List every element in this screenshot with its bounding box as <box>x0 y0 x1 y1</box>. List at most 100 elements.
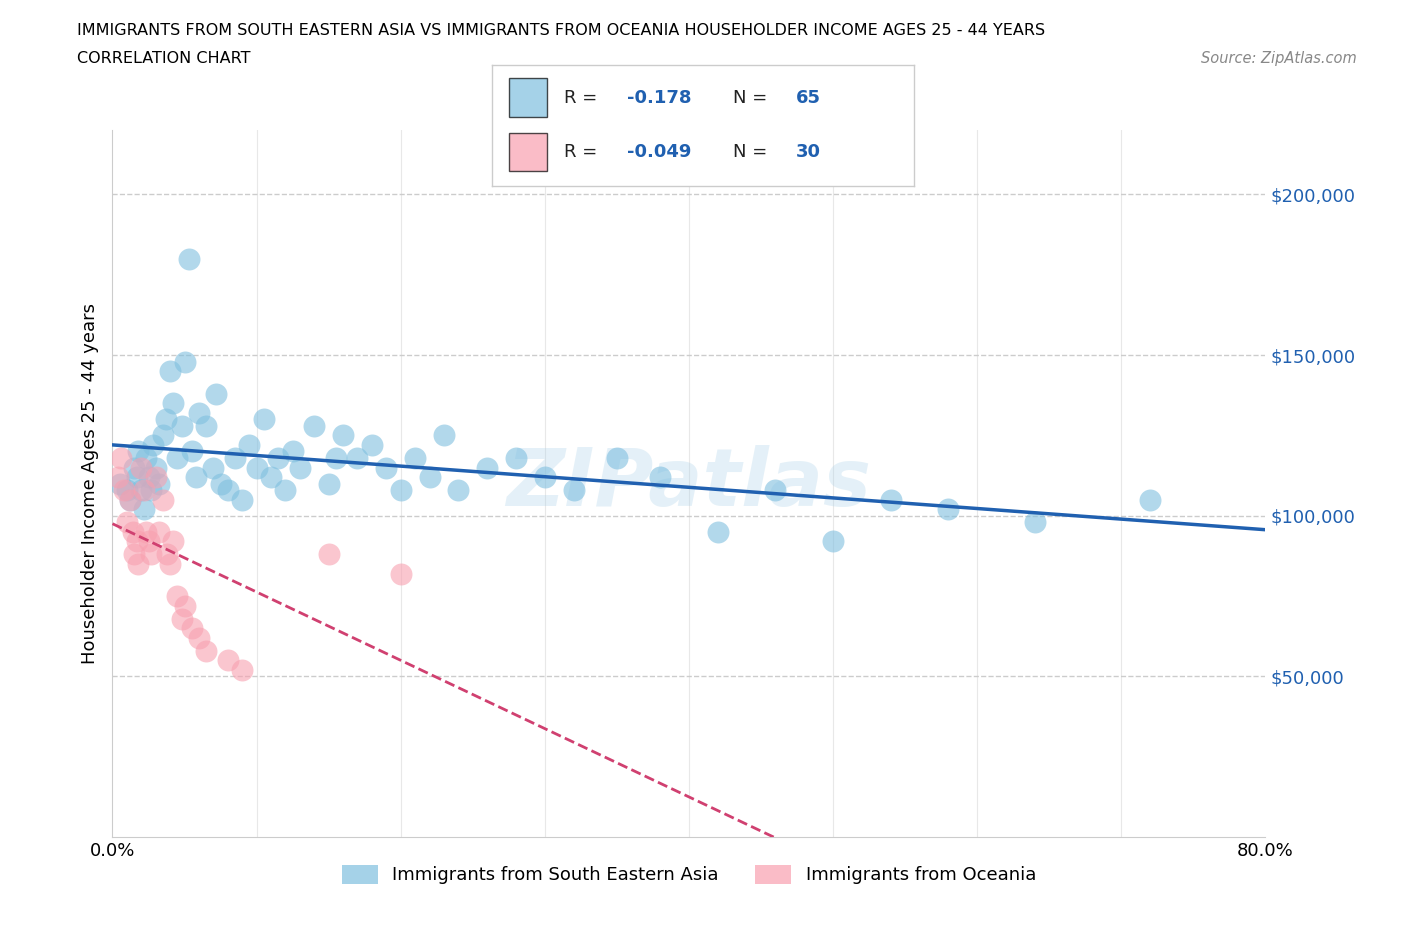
Text: 65: 65 <box>796 88 821 107</box>
Point <box>118 492 141 507</box>
Point <box>304 418 326 433</box>
Point <box>231 492 253 507</box>
Point <box>274 483 297 498</box>
Text: R =: R = <box>564 88 603 107</box>
Text: IMMIGRANTS FROM SOUTH EASTERN ASIA VS IMMIGRANTS FROM OCEANIA HOUSEHOLDER INCOME: IMMIGRANTS FROM SOUTH EASTERN ASIA VS IM… <box>77 23 1046 38</box>
Point <box>188 631 211 645</box>
Point <box>184 470 207 485</box>
Point <box>112 483 135 498</box>
Point <box>475 460 499 475</box>
Point <box>267 450 290 465</box>
Point <box>505 450 527 465</box>
Point <box>177 251 200 266</box>
Point <box>141 547 163 562</box>
Point <box>195 418 218 433</box>
Point <box>195 644 218 658</box>
Point <box>765 483 787 498</box>
Text: CORRELATION CHART: CORRELATION CHART <box>77 51 250 66</box>
Point <box>260 470 283 485</box>
Point <box>121 525 143 539</box>
Point <box>107 470 129 485</box>
Point <box>135 525 157 539</box>
Point <box>209 476 232 491</box>
Point <box>134 502 156 517</box>
Text: ZIPatlas: ZIPatlas <box>506 445 872 523</box>
Point <box>447 483 470 498</box>
Point <box>166 589 188 604</box>
Point <box>821 534 844 549</box>
Point <box>360 438 382 453</box>
Point <box>138 534 160 549</box>
Point <box>170 418 193 433</box>
Point <box>562 483 585 498</box>
Point <box>173 354 195 369</box>
Point <box>404 450 426 465</box>
Point <box>707 525 730 539</box>
Point <box>246 460 269 475</box>
Point <box>238 438 260 453</box>
Point <box>173 598 195 613</box>
Point <box>534 470 557 485</box>
Point <box>1024 514 1046 529</box>
Point <box>162 396 184 411</box>
Point <box>880 492 903 507</box>
Text: 30: 30 <box>796 143 821 161</box>
Point <box>162 534 184 549</box>
Point <box>145 470 167 485</box>
Point <box>159 364 181 379</box>
Point <box>936 502 959 517</box>
Point <box>419 470 441 485</box>
Point <box>180 444 202 458</box>
Point <box>217 483 239 498</box>
Point <box>166 450 188 465</box>
Point <box>129 483 153 498</box>
Point <box>142 438 165 453</box>
Point <box>202 460 225 475</box>
Point <box>148 525 170 539</box>
Point <box>389 566 412 581</box>
Point <box>650 470 672 485</box>
Point <box>125 470 148 485</box>
Point <box>125 534 148 549</box>
Point <box>122 547 145 562</box>
Text: N =: N = <box>733 143 772 161</box>
Point <box>205 386 228 401</box>
Point <box>141 483 163 498</box>
Point <box>156 547 179 562</box>
Point <box>1139 492 1161 507</box>
FancyBboxPatch shape <box>509 133 547 171</box>
Point <box>129 460 153 475</box>
Point <box>148 476 170 491</box>
Text: R =: R = <box>564 143 603 161</box>
Point <box>231 662 253 677</box>
Point <box>224 450 246 465</box>
Point <box>375 460 398 475</box>
Point <box>332 428 354 443</box>
Point <box>152 492 174 507</box>
Point <box>325 450 347 465</box>
Point <box>159 556 181 571</box>
Point <box>170 611 193 626</box>
Point <box>217 653 239 668</box>
Text: -0.049: -0.049 <box>627 143 692 161</box>
Point <box>145 460 167 475</box>
Text: -0.178: -0.178 <box>627 88 692 107</box>
Text: N =: N = <box>733 88 772 107</box>
Y-axis label: Householder Income Ages 25 - 44 years: Householder Income Ages 25 - 44 years <box>80 303 98 664</box>
Point <box>253 412 276 427</box>
Text: Source: ZipAtlas.com: Source: ZipAtlas.com <box>1201 51 1357 66</box>
Point <box>281 444 304 458</box>
Point <box>155 412 177 427</box>
FancyBboxPatch shape <box>509 78 547 117</box>
Point <box>318 547 340 562</box>
Point <box>108 476 131 491</box>
Point <box>433 428 456 443</box>
Point <box>134 483 156 498</box>
Point <box>318 476 340 491</box>
Point <box>606 450 628 465</box>
Point <box>110 450 132 465</box>
Point <box>115 483 138 498</box>
Point <box>180 620 202 635</box>
Point <box>118 492 141 507</box>
Point <box>127 444 149 458</box>
